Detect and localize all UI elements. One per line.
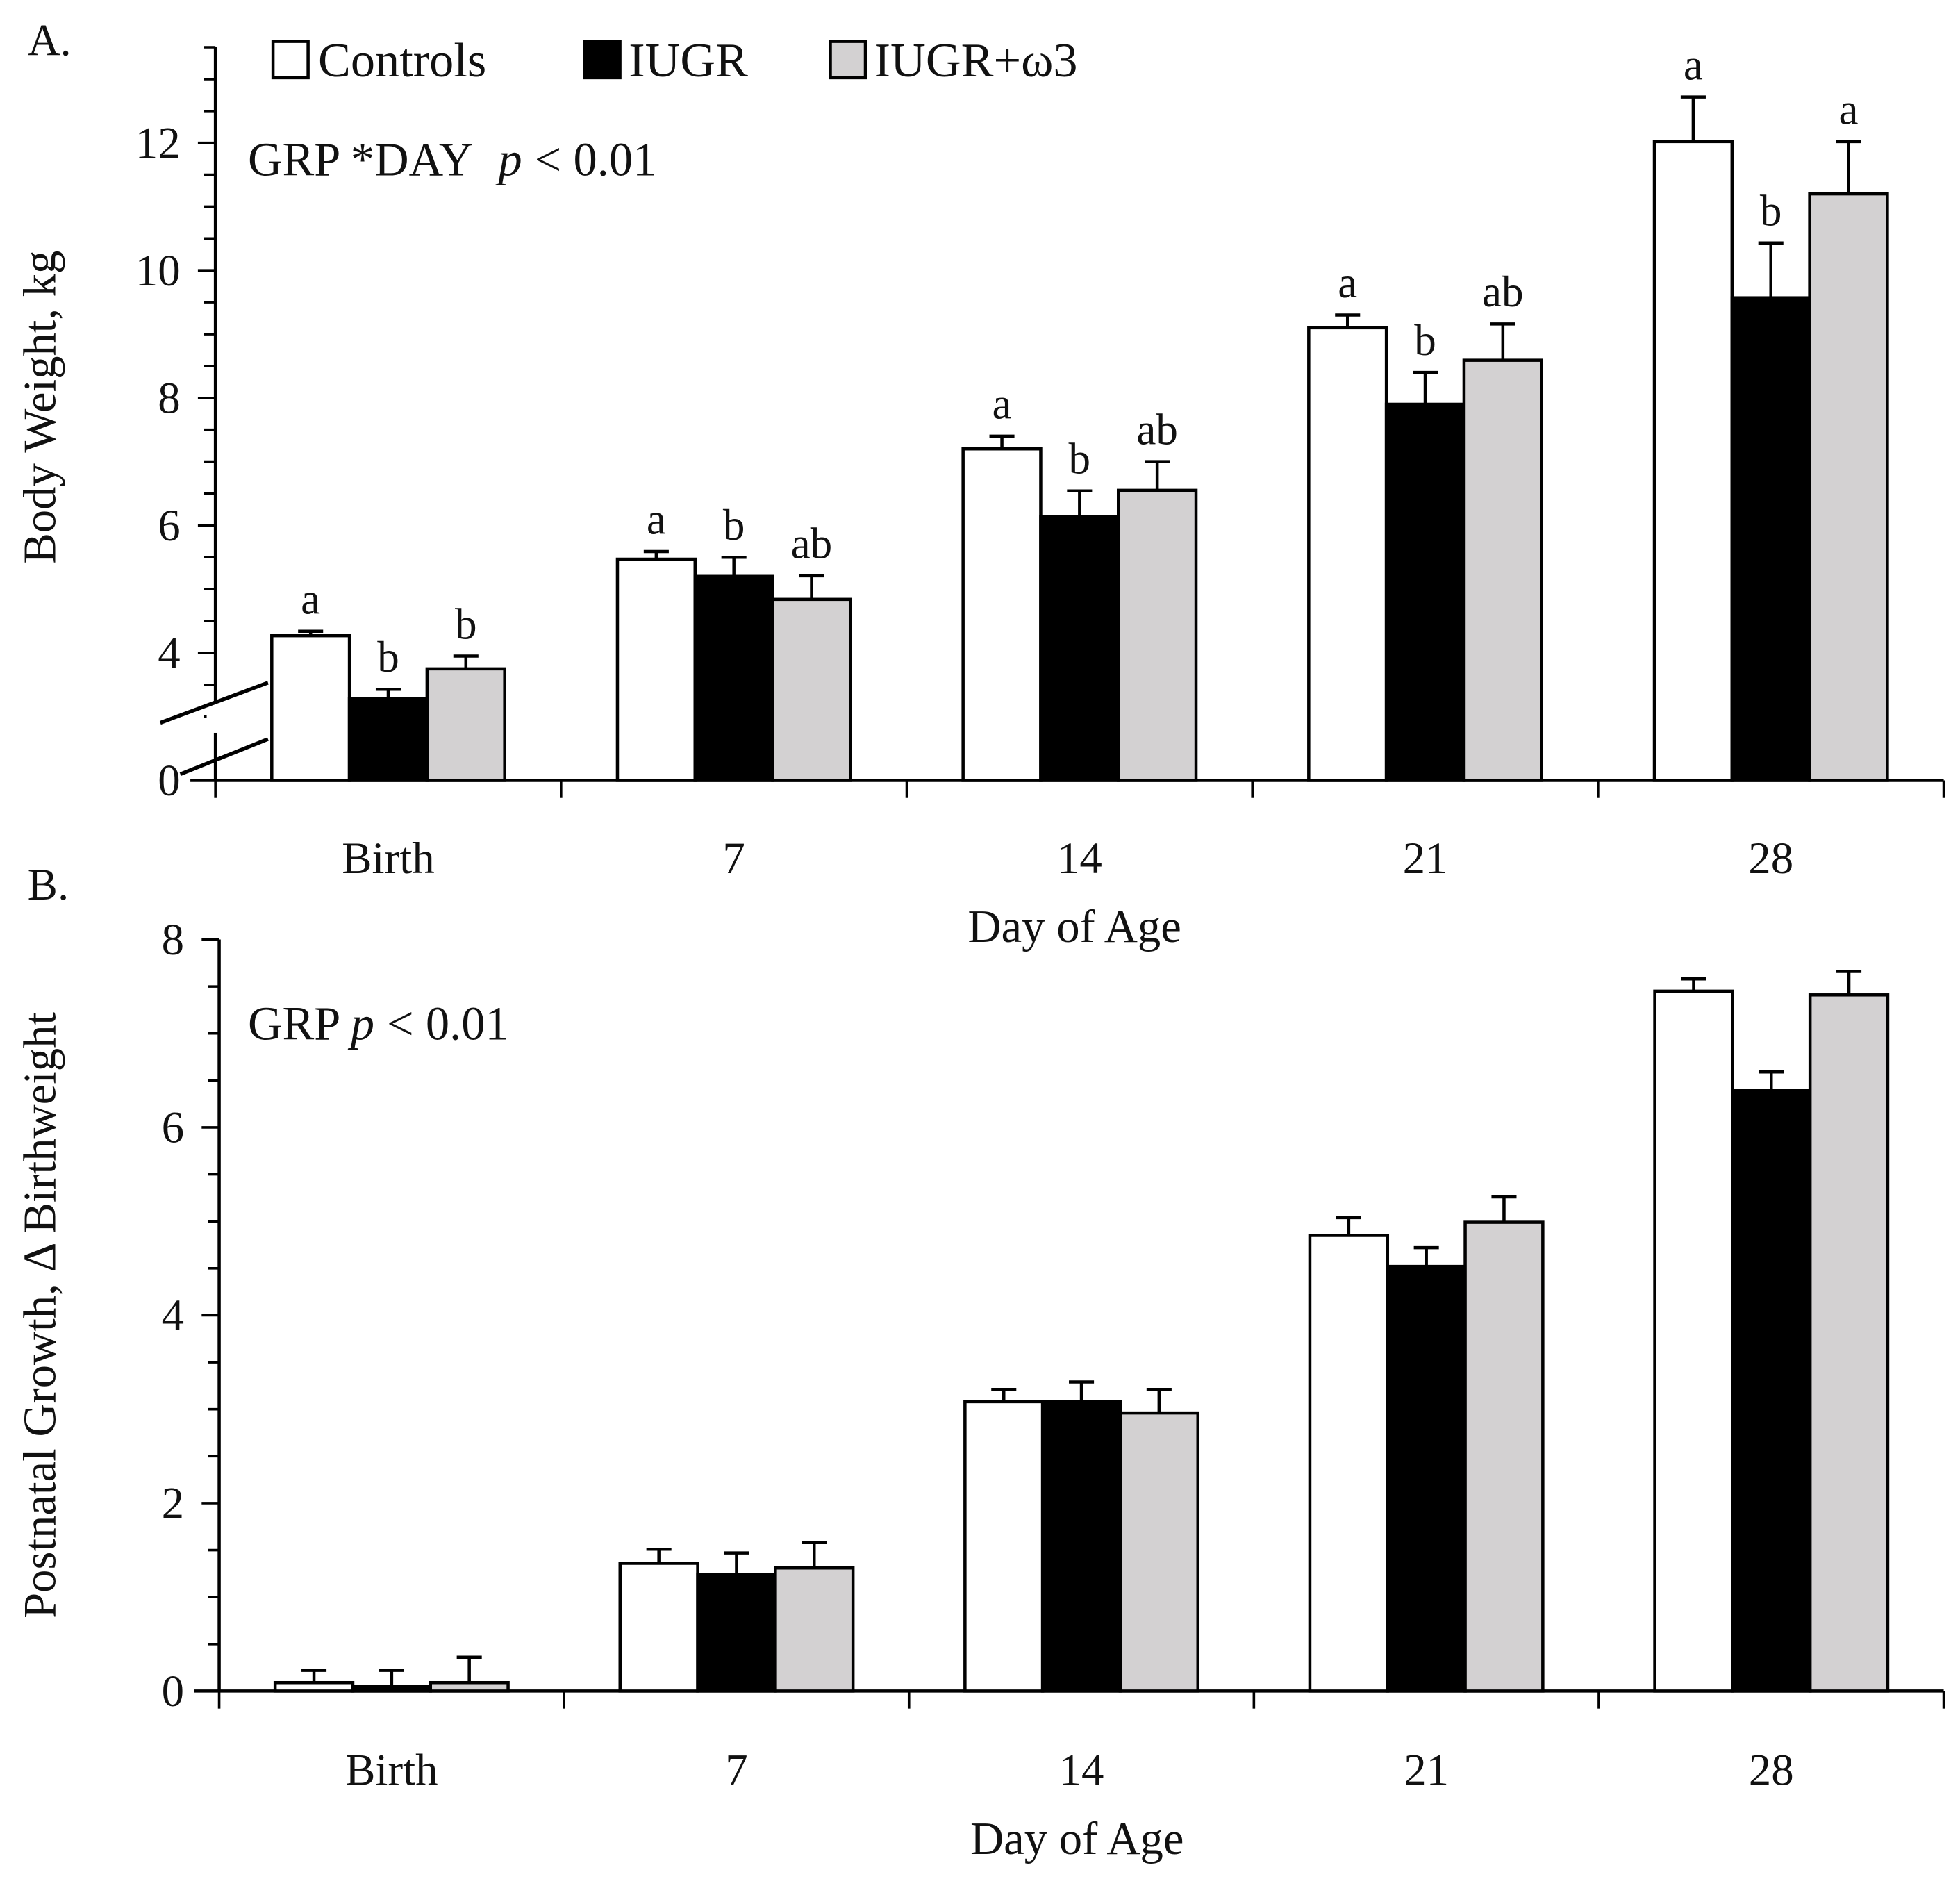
x-tick-label: 28	[1749, 1746, 1794, 1796]
bar-controls	[1652, 140, 1734, 782]
y-tick-label: 8	[162, 915, 184, 965]
panel-a-annotation: GRP *DAY p < 0.01	[248, 133, 656, 186]
legend: Controls IUGR IUGR+ω3	[271, 33, 1078, 88]
significance-letter: b	[1414, 316, 1436, 365]
axis-break-mark	[159, 681, 269, 725]
legend-label-controls: Controls	[318, 33, 486, 88]
bar-iugr-omega3	[429, 1680, 510, 1693]
annotation-suffix: < 0.01	[535, 133, 657, 186]
significance-letter: b	[377, 633, 399, 681]
bar-controls	[615, 557, 697, 782]
y-tick-label: 8	[158, 373, 180, 423]
significance-letter: b	[1760, 187, 1782, 235]
bar-controls	[963, 1400, 1045, 1693]
panel-b-ylabel: Postnatal Growth, Δ Birthweight	[15, 1012, 65, 1619]
legend-label-iugr-omega3: IUGR+ω3	[874, 33, 1078, 88]
x-tick-label: 14	[1057, 834, 1102, 884]
y-tick-label: 12	[135, 118, 181, 168]
y-tick-label: 4	[162, 1291, 184, 1341]
y-tick-label: 0	[162, 1666, 184, 1716]
significance-letter: a	[1839, 85, 1859, 134]
bar-iugr-omega3	[425, 667, 506, 782]
annotation-p: p	[347, 998, 374, 1050]
significance-letter: b	[723, 501, 745, 549]
bar-iugr-omega3	[774, 1566, 855, 1693]
annotation-prefix: GRP	[248, 998, 340, 1050]
significance-letter: ab	[791, 520, 833, 568]
significance-letter: a	[647, 495, 666, 544]
y-tick-label: 0	[158, 756, 180, 806]
bar-iugr-omega3	[1808, 993, 1890, 1693]
significance-letter: ab	[1136, 405, 1178, 454]
x-tick-label: 21	[1403, 834, 1448, 884]
bar-iugr-omega3	[1118, 1411, 1200, 1693]
panel-b-annotation: GRP p < 0.01	[248, 998, 509, 1050]
bar-controls	[618, 1562, 699, 1693]
significance-letter: ab	[1482, 267, 1524, 316]
significance-letter: b	[455, 599, 477, 648]
bar-iugr	[1384, 402, 1466, 782]
x-tick-label: 28	[1748, 834, 1793, 884]
annotation-prefix: GRP *DAY	[248, 133, 473, 186]
significance-letter: a	[301, 574, 320, 623]
bar-iugr	[351, 1685, 433, 1693]
annotation-suffix: < 0.01	[387, 998, 509, 1050]
x-tick-label: 21	[1404, 1746, 1449, 1796]
significance-letter: a	[1338, 258, 1357, 307]
x-tick-label: 14	[1059, 1746, 1104, 1796]
axis-break-mark	[179, 737, 269, 776]
bar-controls	[1307, 326, 1388, 782]
bar-iugr-omega3	[771, 597, 852, 782]
bar-controls	[273, 1680, 355, 1693]
bar-controls	[270, 634, 351, 782]
bar-iugr	[1040, 1400, 1122, 1693]
x-tick-label: Birth	[342, 834, 434, 884]
axis-break-gap	[206, 701, 224, 733]
panel-a-xlabel: Day of Age	[967, 902, 1181, 952]
legend-swatch-controls	[271, 40, 310, 80]
panel-b-xlabel: Day of Age	[970, 1814, 1184, 1864]
significance-letter: a	[993, 380, 1012, 429]
x-tick-label: 7	[722, 834, 745, 884]
panel-b-plot: 0 2 4 6 8 Birth 7 14 21 28	[162, 915, 1945, 1796]
bar-iugr	[696, 1573, 777, 1693]
bar-iugr-omega3	[1462, 358, 1543, 782]
bar-iugr-omega3	[1808, 192, 1889, 782]
panel-a-label: A.	[28, 15, 72, 65]
bar-iugr	[1386, 1264, 1467, 1693]
y-tick-label: 6	[162, 1103, 184, 1153]
significance-letter: b	[1069, 435, 1091, 483]
y-tick-label: 2	[162, 1479, 184, 1529]
bar-controls	[961, 447, 1043, 782]
y-tick-label: 4	[158, 629, 180, 679]
y-tick-label: 10	[135, 246, 181, 296]
significance-letter: a	[1684, 40, 1703, 89]
bar-controls	[1308, 1234, 1390, 1693]
legend-swatch-iugr-omega3	[829, 40, 867, 80]
bar-iugr-omega3	[1463, 1220, 1545, 1693]
bar-iugr-omega3	[1116, 488, 1198, 782]
bar-iugr	[1731, 1089, 1812, 1693]
bar-controls	[1653, 989, 1734, 1693]
bar-iugr	[1039, 515, 1120, 782]
x-tick-label: 7	[725, 1746, 747, 1796]
panel-a-ylabel: Body Weight, kg	[15, 251, 65, 564]
legend-swatch-iugr	[583, 40, 622, 80]
bar-iugr	[347, 697, 429, 782]
y-tick-label: 6	[158, 501, 180, 551]
bar-iugr	[693, 574, 774, 782]
annotation-p: p	[495, 133, 522, 186]
x-tick-label: Birth	[345, 1746, 438, 1796]
bar-iugr	[1730, 296, 1811, 782]
legend-label-iugr: IUGR	[629, 33, 748, 88]
panel-b-label: B.	[28, 860, 69, 910]
